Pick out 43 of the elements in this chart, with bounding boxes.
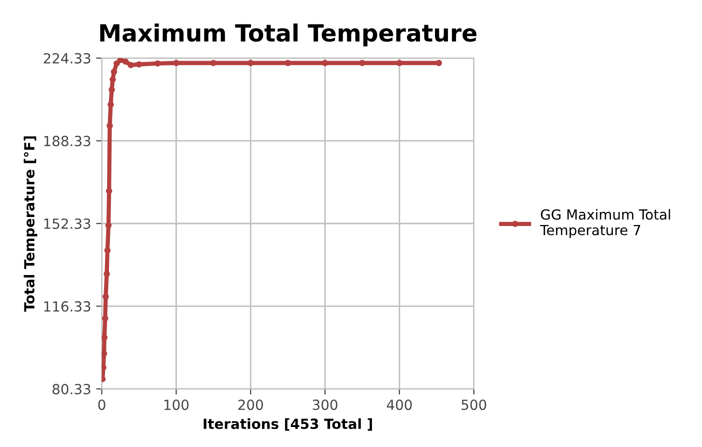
point: [247, 60, 254, 66]
y-tick-label: 224.33: [44, 53, 90, 64]
x-axis-title: Iterations [453 Total ]: [204, 418, 372, 431]
y-tick-label: 188.33: [44, 136, 90, 146]
point: [436, 60, 442, 66]
y-tick-label: 116.33: [44, 301, 90, 312]
point: [104, 270, 110, 277]
point: [396, 60, 403, 66]
point: [136, 61, 142, 68]
point: [102, 334, 108, 341]
point: [122, 58, 129, 65]
point: [128, 62, 134, 68]
point: [102, 315, 108, 322]
point: [105, 222, 112, 229]
legend-label: GG Maximum Total Temperature 7: [540, 209, 670, 238]
point: [110, 68, 118, 75]
x-tick-label: 100: [164, 400, 189, 410]
x-tick-label: 200: [238, 400, 263, 410]
point: [108, 101, 114, 108]
point: [106, 122, 113, 129]
point: [284, 60, 291, 66]
x-tick-label: 300: [312, 400, 338, 410]
point: [210, 60, 217, 66]
point: [154, 60, 161, 67]
point: [173, 60, 180, 66]
point: [102, 350, 108, 357]
x-tick-label: 0: [98, 400, 106, 410]
point: [106, 188, 112, 194]
y-tick-label: 152.33: [44, 218, 90, 229]
point: [359, 60, 366, 66]
point: [114, 60, 120, 67]
x-tick-label: 500: [462, 400, 486, 410]
point: [102, 364, 106, 371]
x-tick-label: 400: [386, 400, 412, 410]
point: [117, 58, 124, 64]
y-axis-title: Total Temperature [°F]: [24, 136, 38, 312]
point: [104, 247, 111, 254]
chart-title: Maximum Total Temperature: [100, 24, 476, 46]
point: [102, 293, 109, 300]
point: [322, 60, 328, 66]
point: [108, 86, 115, 93]
y-tick-label: 80.33: [52, 384, 90, 394]
point: [110, 76, 116, 83]
